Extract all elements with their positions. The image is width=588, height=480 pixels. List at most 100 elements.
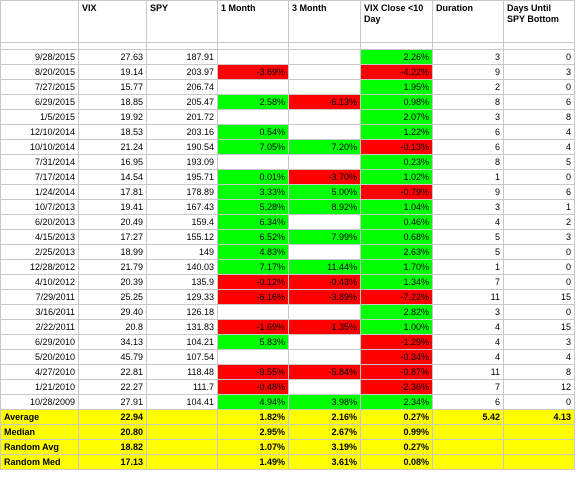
date-cell[interactable]: 1/5/2015	[0, 109, 79, 125]
duration-cell[interactable]: 11	[432, 289, 504, 305]
vix-cell[interactable]: 34.13	[78, 334, 147, 350]
one-month-cell[interactable]: -0.12%	[217, 274, 289, 290]
days-until-bottom-cell[interactable]: 4	[503, 139, 575, 155]
date-cell[interactable]: 8/20/2015	[0, 64, 79, 80]
one-month-cell[interactable]: 0.54%	[217, 124, 289, 140]
three-month-cell[interactable]: 3.98%	[288, 394, 361, 410]
summary-vix[interactable]: 18.82	[78, 439, 147, 455]
summary-label[interactable]: Average	[0, 409, 79, 425]
date-cell[interactable]: 4/27/2010	[0, 364, 79, 380]
summary-three-month[interactable]: 2.67%	[288, 424, 361, 440]
vix-cell[interactable]: 18.53	[78, 124, 147, 140]
empty-cell[interactable]	[217, 42, 289, 50]
summary-days-until-bottom[interactable]: 4.13	[503, 409, 575, 425]
one-month-cell[interactable]	[217, 304, 289, 320]
date-cell[interactable]: 12/10/2014	[0, 124, 79, 140]
header-cell-date[interactable]	[0, 0, 79, 43]
summary-vix-close[interactable]: 0.27%	[360, 439, 433, 455]
spy-cell[interactable]: 195.71	[146, 169, 218, 185]
spy-cell[interactable]: 206.74	[146, 79, 218, 95]
vix-cell[interactable]: 21.79	[78, 259, 147, 275]
one-month-cell[interactable]: -6.16%	[217, 289, 289, 305]
spy-cell[interactable]: 203.16	[146, 124, 218, 140]
three-month-cell[interactable]	[288, 49, 361, 65]
vix-cell[interactable]: 18.85	[78, 94, 147, 110]
summary-three-month[interactable]: 2.16%	[288, 409, 361, 425]
three-month-cell[interactable]	[288, 109, 361, 125]
date-cell[interactable]: 7/29/2011	[0, 289, 79, 305]
vix-cell[interactable]: 14.54	[78, 169, 147, 185]
vix-cell[interactable]: 27.91	[78, 394, 147, 410]
three-month-cell[interactable]: -6.13%	[288, 94, 361, 110]
vix-cell[interactable]: 22.81	[78, 364, 147, 380]
spy-cell[interactable]: 203.97	[146, 64, 218, 80]
vix-cell[interactable]: 16.95	[78, 154, 147, 170]
vix-close-cell[interactable]: -4.22%	[360, 64, 433, 80]
summary-days-until-bottom[interactable]	[503, 454, 575, 470]
date-cell[interactable]: 2/22/2011	[0, 319, 79, 335]
summary-vix[interactable]: 22.94	[78, 409, 147, 425]
date-cell[interactable]: 1/24/2014	[0, 184, 79, 200]
three-month-cell[interactable]	[288, 379, 361, 395]
days-until-bottom-cell[interactable]: 3	[503, 229, 575, 245]
vix-close-cell[interactable]: 2.26%	[360, 49, 433, 65]
duration-cell[interactable]: 3	[432, 199, 504, 215]
duration-cell[interactable]: 3	[432, 109, 504, 125]
duration-cell[interactable]: 9	[432, 184, 504, 200]
duration-cell[interactable]: 5	[432, 244, 504, 260]
vix-close-cell[interactable]: 1.04%	[360, 199, 433, 215]
one-month-cell[interactable]: 5.83%	[217, 334, 289, 350]
spy-cell[interactable]: 178.89	[146, 184, 218, 200]
three-month-cell[interactable]	[288, 154, 361, 170]
spy-cell[interactable]: 126.18	[146, 304, 218, 320]
summary-spy[interactable]	[146, 409, 218, 425]
days-until-bottom-cell[interactable]: 15	[503, 319, 575, 335]
summary-one-month[interactable]: 1.07%	[217, 439, 289, 455]
duration-cell[interactable]: 1	[432, 259, 504, 275]
summary-vix-close[interactable]: 0.99%	[360, 424, 433, 440]
summary-label[interactable]: Random Med	[0, 454, 79, 470]
vix-close-cell[interactable]: 1.70%	[360, 259, 433, 275]
date-cell[interactable]: 9/28/2015	[0, 49, 79, 65]
one-month-cell[interactable]: 6.52%	[217, 229, 289, 245]
three-month-cell[interactable]	[288, 64, 361, 80]
vix-cell[interactable]: 19.14	[78, 64, 147, 80]
three-month-cell[interactable]: 8.92%	[288, 199, 361, 215]
duration-cell[interactable]: 4	[432, 214, 504, 230]
three-month-cell[interactable]	[288, 124, 361, 140]
header-cell-vix-close[interactable]: VIX Close <10 Day	[360, 0, 433, 43]
vix-close-cell[interactable]: 2.07%	[360, 109, 433, 125]
spy-cell[interactable]: 159.4	[146, 214, 218, 230]
summary-one-month[interactable]: 2.95%	[217, 424, 289, 440]
summary-vix[interactable]: 17.13	[78, 454, 147, 470]
summary-duration[interactable]	[432, 454, 504, 470]
empty-cell[interactable]	[360, 42, 433, 50]
empty-cell[interactable]	[0, 42, 79, 50]
header-cell-duration[interactable]: Duration	[432, 0, 504, 43]
vix-close-cell[interactable]: -7.22%	[360, 289, 433, 305]
duration-cell[interactable]: 7	[432, 379, 504, 395]
vix-cell[interactable]: 17.27	[78, 229, 147, 245]
spy-cell[interactable]: 135.9	[146, 274, 218, 290]
one-month-cell[interactable]	[217, 154, 289, 170]
duration-cell[interactable]: 8	[432, 154, 504, 170]
vix-close-cell[interactable]: 1.95%	[360, 79, 433, 95]
three-month-cell[interactable]: 1.35%	[288, 319, 361, 335]
empty-cell[interactable]	[146, 42, 218, 50]
duration-cell[interactable]: 5	[432, 229, 504, 245]
date-cell[interactable]: 6/20/2013	[0, 214, 79, 230]
summary-vix[interactable]: 20.80	[78, 424, 147, 440]
days-until-bottom-cell[interactable]: 3	[503, 64, 575, 80]
days-until-bottom-cell[interactable]: 0	[503, 169, 575, 185]
summary-duration[interactable]	[432, 439, 504, 455]
duration-cell[interactable]: 3	[432, 49, 504, 65]
days-until-bottom-cell[interactable]: 2	[503, 214, 575, 230]
date-cell[interactable]: 4/10/2012	[0, 274, 79, 290]
vix-close-cell[interactable]: -0.13%	[360, 139, 433, 155]
days-until-bottom-cell[interactable]: 8	[503, 364, 575, 380]
vix-close-cell[interactable]: 2.82%	[360, 304, 433, 320]
vix-close-cell[interactable]: -0.34%	[360, 349, 433, 365]
three-month-cell[interactable]: -0.43%	[288, 274, 361, 290]
spy-cell[interactable]: 205.47	[146, 94, 218, 110]
days-until-bottom-cell[interactable]: 15	[503, 289, 575, 305]
